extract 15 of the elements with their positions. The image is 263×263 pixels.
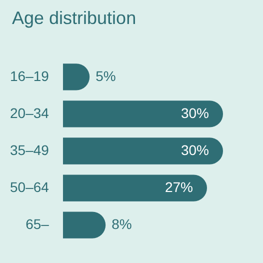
data-label: 27% bbox=[164, 178, 193, 195]
bar bbox=[62, 138, 223, 164]
y-tick-label: 16–19 bbox=[10, 68, 50, 84]
y-tick-label: 50–64 bbox=[10, 178, 50, 195]
data-label: 30% bbox=[180, 142, 209, 158]
y-tick-label: 65– bbox=[26, 216, 50, 232]
data-label: 30% bbox=[180, 104, 209, 121]
data-label: 8% bbox=[112, 216, 132, 232]
bar bbox=[62, 174, 207, 202]
bar bbox=[62, 212, 106, 238]
y-tick-label: 20–34 bbox=[10, 104, 50, 121]
y-tick-label: 35–49 bbox=[10, 142, 50, 158]
chart-title: Age distribution bbox=[12, 8, 136, 29]
data-label: 5% bbox=[96, 68, 116, 84]
bar bbox=[62, 100, 223, 128]
